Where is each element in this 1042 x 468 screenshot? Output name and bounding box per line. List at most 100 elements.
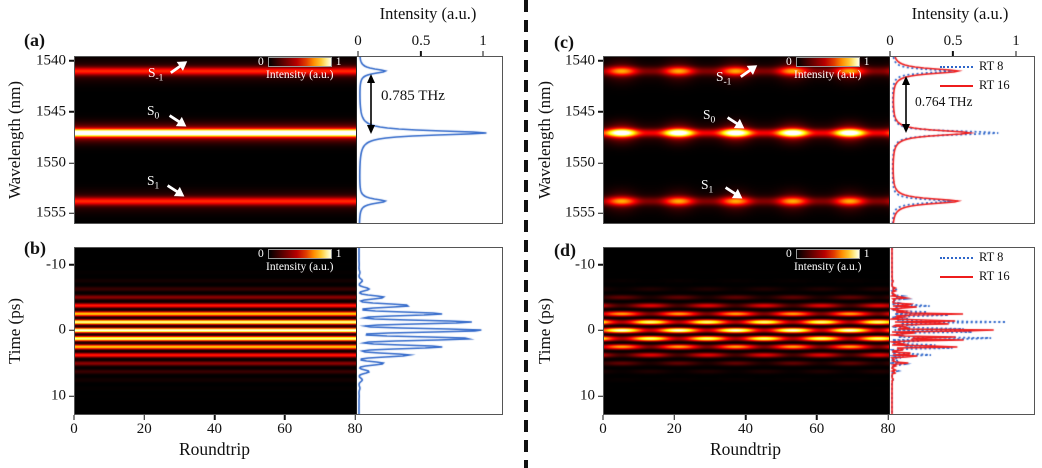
- legend-item-rt16: RT 16: [940, 78, 1010, 93]
- band-arrow-icon: [726, 116, 745, 129]
- tick-label: 0.5: [411, 33, 431, 49]
- colorbar-max-a: 1: [335, 56, 342, 68]
- solid-line-icon: [940, 84, 973, 87]
- panel-label-a: (a): [24, 30, 45, 50]
- profile-box-a: [356, 57, 502, 223]
- y-ticks-a: 1540 1545 1550 1555: [26, 53, 74, 223]
- colorbar-max-d: 1: [863, 248, 870, 260]
- band-arrow-icon: [724, 186, 743, 199]
- tick-label: 1: [1012, 33, 1020, 49]
- panel-label-c: (c): [554, 32, 574, 52]
- legend-label: RT 16: [979, 269, 1010, 283]
- x-axis-label-b: Roundtrip: [179, 439, 250, 459]
- legend-c: RT 8 RT 16: [940, 59, 1010, 93]
- colorbar-min-a: 0: [258, 56, 264, 68]
- tick-label: 0: [70, 421, 78, 437]
- profile-a-canvas: [357, 57, 501, 223]
- tick-label: 1540: [36, 52, 66, 69]
- heatmap-d-canvas: [604, 248, 889, 414]
- band-arrow-icon: [168, 114, 187, 127]
- heatmap-c-canvas: [604, 57, 889, 223]
- tick-label: -10: [46, 256, 66, 273]
- y-axis-label-a: Wavelength (nm): [5, 80, 24, 200]
- colorbar-label-d: Intensity (a.u.): [794, 260, 862, 273]
- tick-label: 1550: [36, 154, 66, 171]
- colorbar-label-a: Intensity (a.u.): [266, 68, 334, 81]
- y-ticks-b: -10 0 10: [26, 248, 74, 414]
- colorbar-b: 0 1 Intensity (a.u.): [258, 248, 342, 273]
- colorbar-label-b: Intensity (a.u.): [266, 260, 334, 273]
- tick-label: 1545: [565, 103, 595, 120]
- top-ticks-c: 0 0.5 1: [886, 27, 1032, 51]
- y-axis-label-d: Time (ps): [535, 298, 554, 364]
- plot-box-b: [74, 247, 503, 415]
- colorbar-c: 0 1 Intensity (a.u.): [786, 56, 870, 81]
- tick-label: 0: [886, 33, 894, 49]
- band-label-c-s1: S1: [701, 177, 714, 196]
- colorbar-gradient-c: [795, 57, 860, 68]
- tick-label: 0: [354, 33, 362, 49]
- x-ticks-d: 0 20 40 60 80: [599, 417, 895, 437]
- tick-label: 20: [136, 421, 152, 437]
- plot-box-a: [74, 56, 503, 224]
- colorbar-min-b: 0: [258, 248, 264, 260]
- colorbar-max-c: 1: [863, 56, 870, 68]
- dotted-line-icon: [940, 65, 973, 68]
- legend-label: RT 8: [979, 250, 1004, 264]
- tick-label: 0.5: [943, 33, 963, 49]
- colorbar-d: 0 1 Intensity (a.u.): [786, 248, 870, 273]
- band-label-a-s-1: S-1: [148, 65, 164, 84]
- plot-box-c: [603, 56, 1035, 224]
- double-arrow-icon-c: [902, 76, 910, 133]
- tick-label: 60: [809, 421, 825, 437]
- legend-d: RT 8 RT 16: [940, 250, 1010, 284]
- band-arrow-icon: [740, 65, 758, 78]
- tick-label: 80: [880, 421, 896, 437]
- tick-label: 1: [479, 33, 487, 49]
- colorbar-a: 0 1 Intensity (a.u.): [258, 56, 342, 81]
- tick-label: 1555: [565, 204, 595, 221]
- tick-label: 0: [58, 321, 67, 338]
- tick-label: 40: [207, 421, 222, 437]
- y-axis-label-c: Wavelength (nm): [535, 80, 554, 200]
- colorbar-label-c: Intensity (a.u.): [794, 68, 862, 81]
- tick-label: 0: [587, 321, 596, 338]
- band-label-c-s0: S0: [703, 107, 716, 126]
- tick-label: 10: [580, 387, 595, 404]
- x-ticks-b: 0 20 40 60 80: [70, 417, 362, 437]
- colorbar-gradient-b: [267, 249, 332, 260]
- solid-line-icon: [940, 275, 973, 278]
- colorbar-gradient-a: [267, 57, 332, 68]
- tick-label: 1545: [36, 103, 66, 120]
- tick-label: 20: [666, 421, 682, 437]
- band-arrow-icon: [166, 184, 185, 197]
- profile-box-b: [356, 248, 502, 414]
- heatmap-a-canvas: [75, 57, 356, 223]
- band-label-c-s-1: S-1: [716, 69, 732, 88]
- legend-item-rt8: RT 8: [940, 59, 1010, 74]
- tick-label: 40: [738, 421, 753, 437]
- legend-item-rt8: RT 8: [940, 250, 1010, 265]
- heatmap-b-canvas: [75, 248, 356, 414]
- annotation-a: 0.785 THz: [381, 88, 445, 104]
- top-axis-title-a: Intensity (a.u.): [379, 4, 477, 23]
- profile-b-canvas: [357, 248, 501, 414]
- dotted-line-icon: [940, 256, 973, 259]
- panel-label-b: (b): [24, 238, 46, 258]
- top-ticks-a: 0 0.5 1: [354, 27, 501, 51]
- legend-label: RT 16: [979, 78, 1010, 92]
- tick-label: -10: [575, 256, 595, 273]
- y-ticks-c: 1540 1545 1550 1555: [555, 53, 603, 223]
- band-arrow-icon: [170, 61, 188, 74]
- double-arrow-icon-a: [367, 74, 375, 134]
- x-axis-label-d: Roundtrip: [710, 439, 781, 459]
- tick-label: 1555: [36, 204, 66, 221]
- legend-label: RT 8: [979, 59, 1004, 73]
- panel-label-d: (d): [554, 240, 576, 260]
- tick-label: 1550: [565, 154, 595, 171]
- colorbar-min-d: 0: [786, 248, 792, 260]
- tick-label: 1540: [565, 52, 595, 69]
- colorbar-min-c: 0: [786, 56, 792, 68]
- band-label-a-s0: S0: [147, 103, 160, 122]
